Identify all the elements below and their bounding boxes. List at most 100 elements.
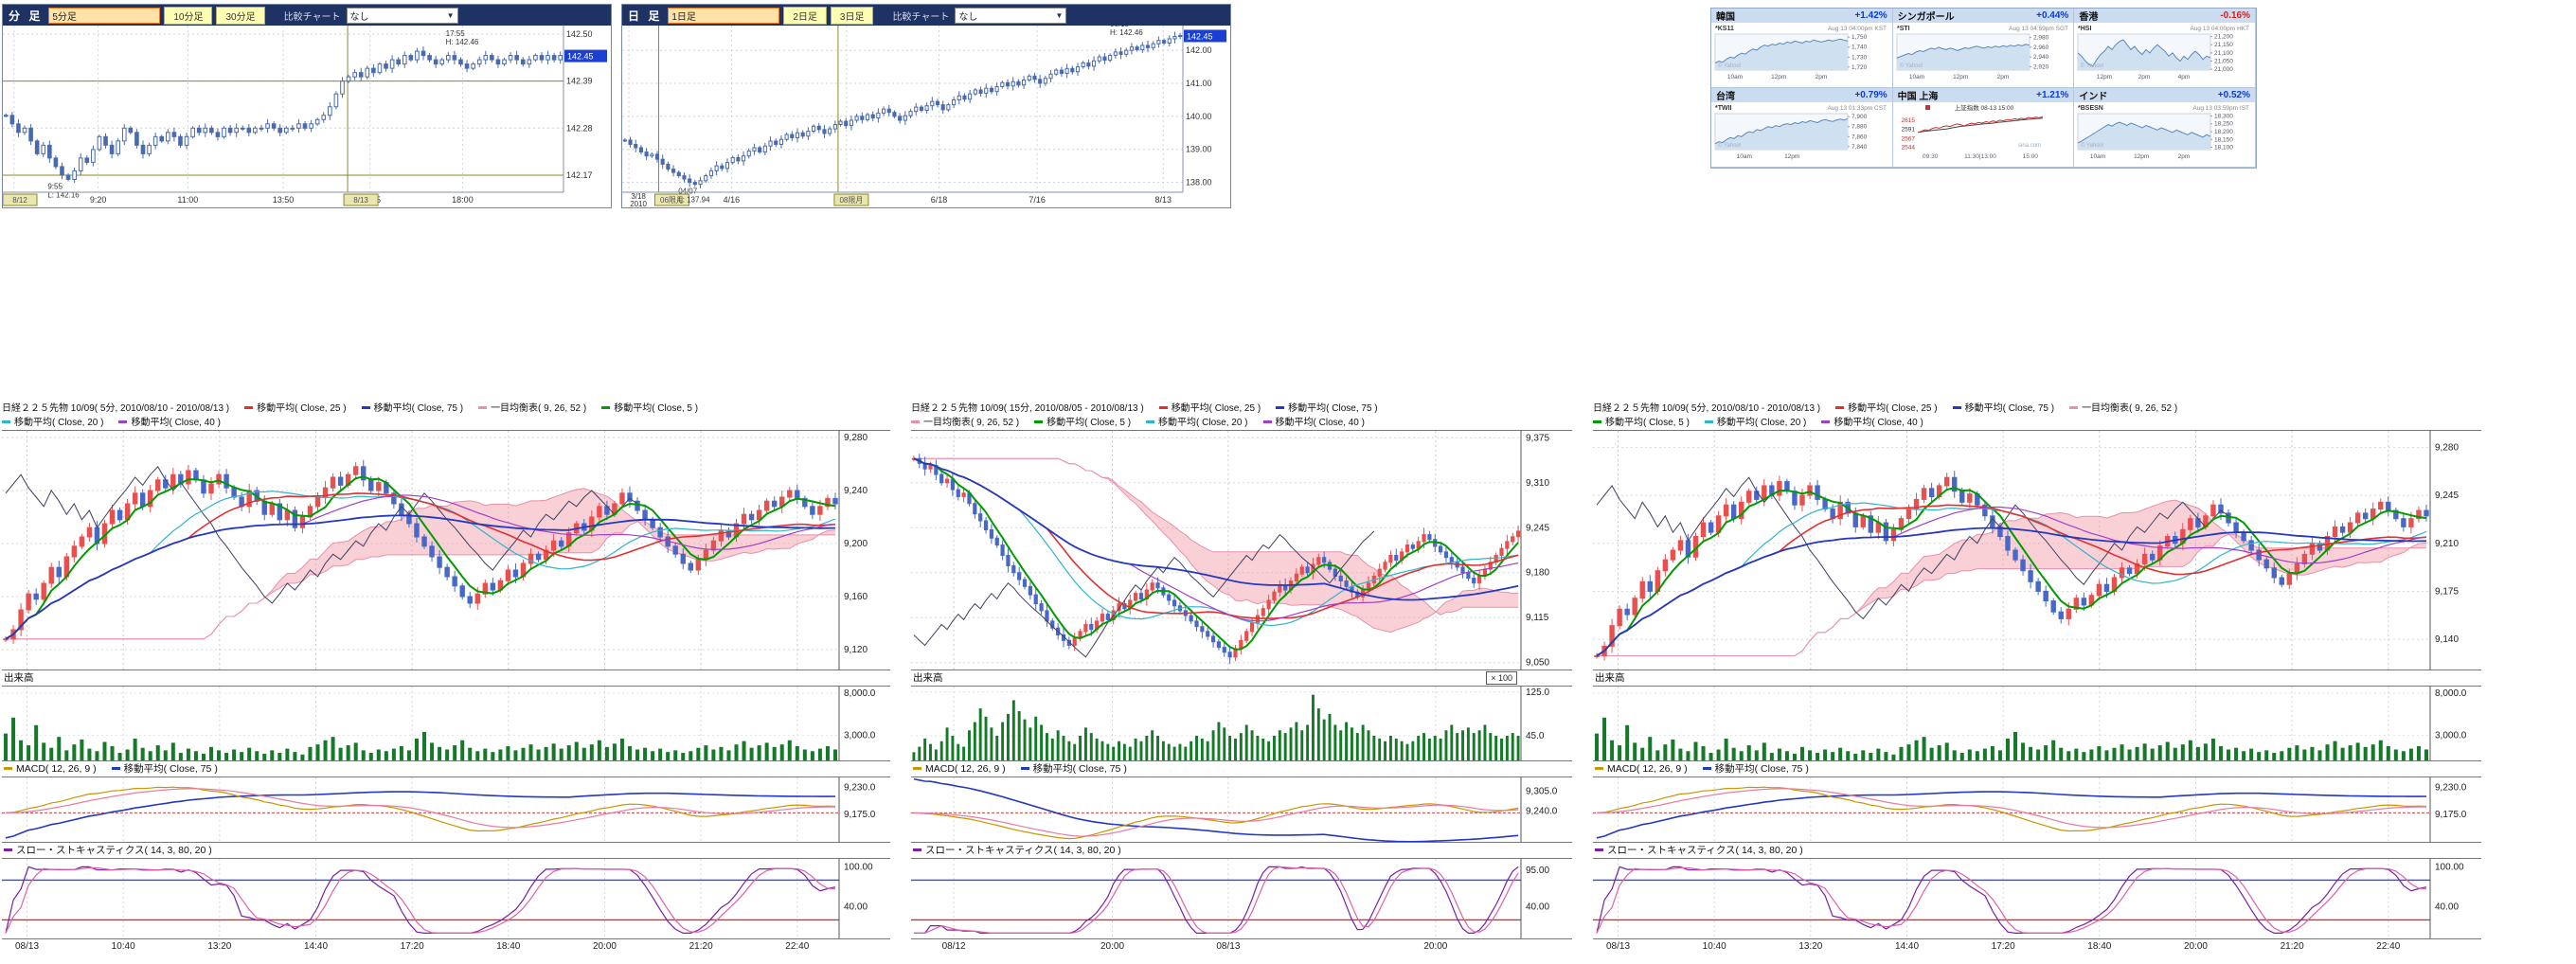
svg-text:L: 137.94: L: 137.94 <box>678 196 710 205</box>
svg-text:40.00: 40.00 <box>1526 902 1549 912</box>
svg-text:9,245: 9,245 <box>1526 523 1549 533</box>
world-index-header: 韓国 +1.42% <box>1711 9 1892 23</box>
legend-color-marker <box>1593 420 1601 423</box>
svg-text:2591: 2591 <box>1901 127 1915 134</box>
legend-item: MACD( 12, 26, 9 ) <box>913 763 1006 775</box>
legend-item: 移動平均( Close, 40 ) <box>118 418 221 428</box>
price-chart[interactable]: 9,280 9,245 9,210 9,175 9,140 <box>1593 430 2481 669</box>
svg-text:9,175: 9,175 <box>2435 586 2459 597</box>
svg-text:3,000.0: 3,000.0 <box>844 730 876 741</box>
compare-chart-select[interactable]: なし ▼ <box>955 7 1067 24</box>
chart-legend-row: 日経２２５先物 10/09( 5分, 2010/08/10 - 2010/08/… <box>2 402 890 416</box>
world-index-cell-3[interactable]: 台湾 +0.79% *TWII Aug 13 01:33pm CST 7,900 7,88… <box>1711 88 1893 168</box>
minute-interval-tab[interactable]: 10分足 <box>164 6 213 25</box>
svg-text:142.45: 142.45 <box>567 52 594 62</box>
stochastics-section-label: スロー・ストキャスティクス( 14, 3, 80, 20 ) <box>911 842 1572 858</box>
svg-text:4/16: 4/16 <box>724 195 741 205</box>
time-axis: 08/12 20:00 08/13 20:00 <box>911 938 1572 955</box>
volume-chart[interactable]: 8,000.0 3,000.0 <box>2 686 890 760</box>
nikkei-15min-chart[interactable]: 日経２２５先物 10/09( 15分, 2010/08/05 - 2010/08… <box>911 402 1572 955</box>
svg-text:2pm: 2pm <box>2138 74 2151 80</box>
macd-section-label: MACD( 12, 26, 9 ) 移動平均( Close, 75 ) <box>1593 760 2481 777</box>
legend-item: 移動平均( Close, 25 ) <box>1158 403 1261 414</box>
price-chart[interactable]: 9,280 9,240 9,200 9,160 9,120 <box>2 430 890 669</box>
compare-chart-select[interactable]: なし ▼ <box>346 7 458 24</box>
svg-text:9,245: 9,245 <box>2435 491 2459 501</box>
legend-color-marker <box>118 420 128 423</box>
svg-text:9,230.0: 9,230.0 <box>844 782 876 793</box>
volume-chart[interactable]: 125.0 45.0 <box>911 686 1572 760</box>
daily-chart-plot[interactable]: 142.00 141.00 140.00 139.00 138.00 3/18 2010 4/… <box>622 20 1228 208</box>
time-axis-label: 18:40 <box>496 941 521 952</box>
nikkei-5min-chart-right[interactable]: 日経２２５先物 10/09( 5分, 2010/08/10 - 2010/08/… <box>1593 402 2481 955</box>
svg-text:1,730: 1,730 <box>1852 54 1868 61</box>
svg-text:sina.com: sina.com <box>2018 143 2041 149</box>
legend-item: 移動平均( Close, 25 ) <box>244 403 347 414</box>
svg-text:21,100: 21,100 <box>2214 50 2233 57</box>
macd-chart[interactable]: 9,230.0 9,175.0 <box>2 777 890 842</box>
legend-color-marker <box>2 420 10 423</box>
world-index-cell-1[interactable]: シンガポール +0.44% *STI Aug 13 04:59pm SGT 2,980 2… <box>1892 9 2075 88</box>
svg-text:*BSESN: *BSESN <box>2078 105 2103 112</box>
svg-text:上証指数 08-13 15:00: 上証指数 08-13 15:00 <box>1954 103 2013 112</box>
svg-text:9,305.0: 9,305.0 <box>1526 787 1558 797</box>
legend-item: 移動平均( Close, 75 ) <box>1702 763 1809 775</box>
world-index-cell-4[interactable]: 中国 上海 +1.21% 上証指数 08-13 15:00 2615 2591 2567 2… <box>1892 88 2075 168</box>
svg-text:2,980: 2,980 <box>2033 35 2049 42</box>
legend-item: MACD( 12, 26, 9 ) <box>4 763 97 775</box>
svg-text:© Yahoo!: © Yahoo! <box>1900 62 1923 69</box>
macd-chart[interactable]: 9,305.0 9,240.0 <box>911 777 1572 842</box>
legend-color-marker <box>4 767 12 770</box>
svg-text:12pm: 12pm <box>1771 74 1786 80</box>
daily-interval-tab[interactable]: 2日足 <box>783 6 827 25</box>
daily-interval-tab[interactable]: 1日足 <box>668 7 780 24</box>
legend-color-marker <box>1835 406 1845 409</box>
stochastics-chart[interactable]: 100.00 40.00 <box>2 858 890 938</box>
legend-color-marker <box>361 406 370 409</box>
daily-interval-tab[interactable]: 3日足 <box>830 6 874 25</box>
legend-color-marker <box>1704 420 1713 423</box>
time-axis-label: 17:20 <box>1991 941 2015 952</box>
macd-chart[interactable]: 9,230.0 9,175.0 <box>1593 777 2481 842</box>
svg-text:7,860: 7,860 <box>1852 134 1868 140</box>
svg-text:8/13: 8/13 <box>1155 195 1172 205</box>
chart-legend-row: 一目均衡表( 9, 26, 52 ) 移動平均( Close, 5 ) 移動平均( … <box>911 416 1572 430</box>
svg-text:2pm: 2pm <box>1996 74 2009 80</box>
minute-interval-tab[interactable]: 5分足 <box>48 7 161 24</box>
world-index-cell-5[interactable]: インド +0.52% *BSESN Aug 13 03:59pm IST 18,300 1… <box>2074 88 2256 168</box>
svg-text:9,230.0: 9,230.0 <box>2435 782 2467 793</box>
legend-color-marker <box>478 406 488 409</box>
legend-item: 日経２２５先物 10/09( 5分, 2010/08/10 - 2010/08/… <box>2 403 230 414</box>
price-chart[interactable]: 9,375 9,310 9,245 9,180 9,115 9,050 <box>911 430 1572 669</box>
svg-text:142.28: 142.28 <box>566 123 593 133</box>
legend-color-marker <box>4 848 12 851</box>
svg-text:9,050: 9,050 <box>1526 658 1549 669</box>
world-index-cell-0[interactable]: 韓国 +1.42% *KS11 Aug 13 04:00pm KST 1,750 1,74… <box>1711 9 1893 88</box>
minute-interval-tab[interactable]: 30分足 <box>216 6 265 25</box>
legend-item: 出来高 <box>4 672 34 684</box>
svg-text:*STI: *STI <box>1897 26 1910 32</box>
svg-text:40.00: 40.00 <box>2435 902 2459 912</box>
svg-text:142.17: 142.17 <box>566 170 593 180</box>
time-axis-label: 22:40 <box>2376 941 2401 952</box>
svg-text:12pm: 12pm <box>2134 153 2149 160</box>
daily-panel-header: 日 足 1日足 2日足 3日足 比較チャート なし ▼ <box>622 5 1230 26</box>
time-axis-label: 14:40 <box>1894 941 1920 952</box>
stochastics-chart[interactable]: 100.00 40.00 <box>1593 858 2481 938</box>
nikkei-5min-chart-left[interactable]: 日経２２５先物 10/09( 5分, 2010/08/10 - 2010/08/… <box>2 402 890 955</box>
stochastics-chart[interactable]: 95.00 40.00 <box>911 858 1572 938</box>
world-index-cell-2[interactable]: 香港 -0.16% *HSI Aug 13 04:00pm HKT 21,200 21,1… <box>2074 9 2256 88</box>
volume-section-label: 出来高 × 100 <box>911 669 1572 686</box>
mini-chart: *KS11 Aug 13 04:00pm KST 1,750 1,740 1,730 1,… <box>1714 26 1887 80</box>
minute-chart-plot[interactable]: 142.50142.39142.28142.1716:559:2011:0013… <box>2 26 609 207</box>
svg-text:9,175.0: 9,175.0 <box>2435 810 2467 820</box>
legend-item: 移動平均( Close, 40 ) <box>1821 418 1923 428</box>
svg-text:18,200: 18,200 <box>2214 129 2233 135</box>
index-name: 台湾 <box>1716 92 1735 102</box>
volume-chart[interactable]: 8,000.0 3,000.0 <box>1593 686 2481 760</box>
time-axis-label: 20:00 <box>1423 941 1448 952</box>
svg-text:© Yahoo!: © Yahoo! <box>2081 62 2104 69</box>
time-axis-label: 13:20 <box>1798 941 1823 952</box>
chart-legend-row: 日経２２５先物 10/09( 15分, 2010/08/05 - 2010/08… <box>911 402 1572 416</box>
